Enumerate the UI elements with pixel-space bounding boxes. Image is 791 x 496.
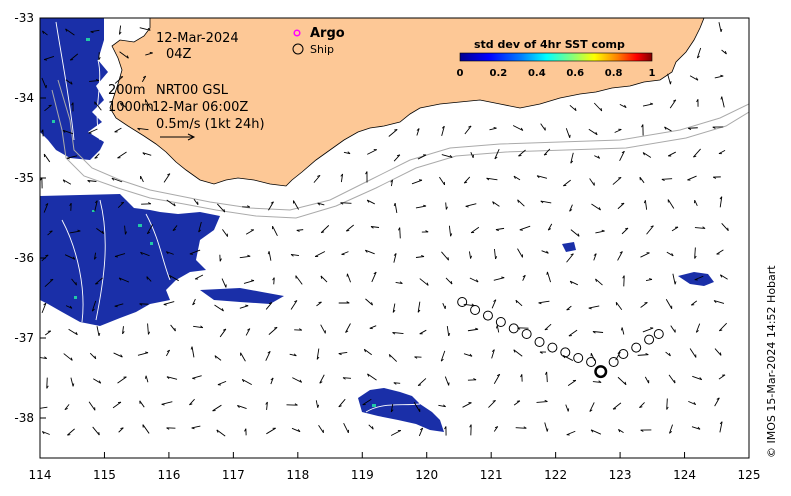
colorbar-tick-label: 0	[457, 68, 464, 79]
y-tick-label: -38	[14, 411, 34, 425]
x-tick-label: 122	[544, 468, 567, 482]
y-tick-label: -34	[14, 91, 34, 105]
current-arrow-head	[346, 230, 349, 231]
colorbar-title: std dev of 4hr SST comp	[474, 38, 625, 51]
current-arrow-head	[49, 231, 52, 232]
current-arrow-head	[49, 105, 52, 106]
current-arrow-head	[145, 376, 146, 379]
y-tick-label: -36	[14, 251, 34, 265]
current-arrow-head	[618, 177, 621, 178]
legend-argo-label: Argo	[310, 26, 345, 41]
credit-text: © IMOS 15-Mar-2024 14:52 Hobart	[765, 265, 778, 458]
current-arrow-head	[245, 305, 248, 306]
legend-ship-label: Ship	[310, 43, 334, 56]
current-arrow-head	[192, 378, 195, 379]
colorbar-tick-label: 0.4	[528, 68, 546, 79]
current-arrow-head	[518, 155, 521, 156]
current-arrow-head	[175, 328, 176, 331]
colorbar-tick-label: 0.2	[490, 68, 508, 79]
copyright-credit: © IMOS 15-Mar-2024 14:52 Hobart	[765, 458, 785, 468]
x-tick-label: 119	[351, 468, 374, 482]
colorbar-tick-label: 1	[649, 68, 656, 79]
current-arrow-head	[95, 102, 96, 105]
current-arrow-head	[44, 60, 47, 61]
y-tick-label: -37	[14, 331, 34, 345]
y-tick-label: -35	[14, 171, 34, 185]
current-time-label: 12-Mar 06:00Z	[152, 100, 248, 115]
x-tick-label: 117	[222, 468, 245, 482]
x-tick-label: 118	[286, 468, 309, 482]
x-tick-label: 114	[29, 468, 52, 482]
current-arrow-head	[70, 60, 73, 61]
current-arrow-head	[37, 409, 40, 410]
current-arrow	[688, 128, 698, 129]
current-arrow	[47, 378, 48, 389]
depth-label: 200m	[108, 83, 145, 98]
x-tick-label: 115	[93, 468, 116, 482]
current-arrow-head	[251, 280, 254, 281]
current-arrow-head	[150, 52, 153, 53]
x-tick-label: 116	[157, 468, 180, 482]
current-arrow-head	[547, 272, 548, 275]
y-tick-label: -33	[14, 11, 34, 25]
date-label: 12-Mar-2024	[156, 31, 239, 46]
product-label: NRT00 GSL	[156, 83, 229, 98]
current-arrow-head	[95, 284, 98, 285]
current-arrow-head	[67, 435, 70, 436]
current-arrow-head	[613, 409, 616, 410]
current-arrow-head	[394, 129, 397, 130]
contour-label: 1000m	[108, 100, 154, 115]
colorbar-tick-label: 0.6	[566, 68, 584, 79]
current-arrow-head	[567, 309, 570, 310]
x-tick-label: 124	[673, 468, 696, 482]
scale-label: 0.5m/s (1kt 24h)	[156, 117, 265, 132]
current-arrow-head	[274, 327, 277, 328]
time-label: 04Z	[166, 47, 192, 62]
colorbar-tick-label: 0.8	[605, 68, 623, 79]
current-arrow	[446, 203, 447, 210]
current-arrow	[547, 372, 548, 382]
current-arrow-head	[448, 257, 449, 260]
current-arrow-head	[99, 432, 100, 435]
x-tick-label: 125	[738, 468, 761, 482]
current-arrow	[400, 228, 401, 239]
x-tick-label: 120	[415, 468, 438, 482]
x-tick-label: 121	[480, 468, 503, 482]
colorbar-gradient	[460, 53, 652, 61]
x-tick-label: 123	[609, 468, 632, 482]
